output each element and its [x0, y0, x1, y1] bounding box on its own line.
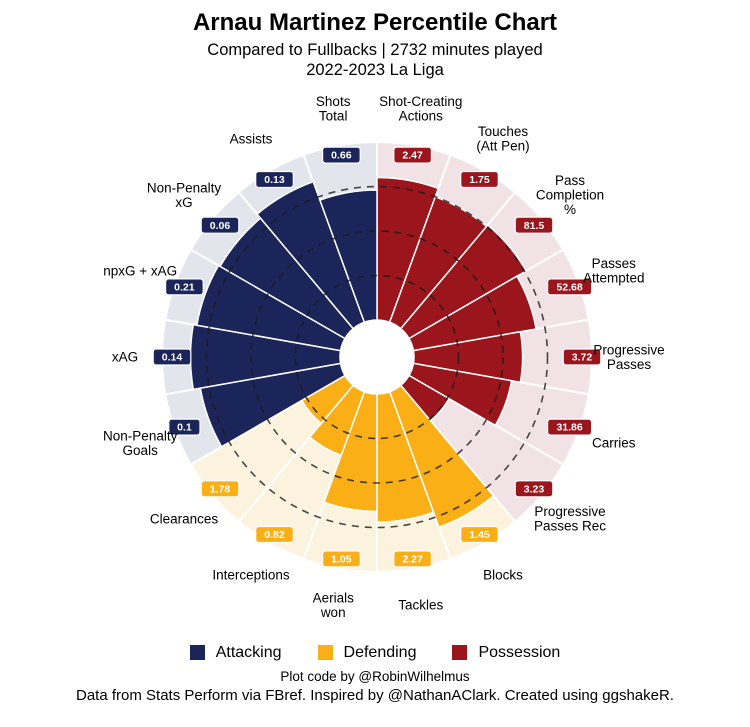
stat-label: npxG + xAG	[103, 263, 177, 278]
stat-label: Interceptions	[212, 568, 290, 583]
chart-legend: Attacking Defending Possession	[0, 644, 750, 662]
stat-value-text: 0.21	[174, 281, 195, 293]
legend-item-attacking: Attacking	[189, 643, 282, 662]
legend-item-defending: Defending	[317, 643, 417, 662]
stat-value-text: 81.5	[524, 220, 545, 232]
stat-value-text: 0.1	[177, 422, 192, 434]
percentile-ring	[205, 185, 549, 529]
stat-value-text: 52.68	[556, 281, 582, 293]
pizza-wedge	[256, 180, 366, 330]
pizza-wedge	[408, 275, 538, 352]
legend-label-attacking: Attacking	[215, 643, 282, 661]
stat-label: Carries	[592, 436, 636, 451]
attacking-swatch-icon	[189, 645, 205, 661]
stat-label: Non-Penalty xG	[147, 180, 222, 210]
stat-value-badge	[546, 418, 593, 436]
pizza-wedge	[195, 264, 346, 352]
stat-value-badge	[168, 418, 201, 436]
stat-value-badge	[322, 146, 361, 164]
legend-label-defending: Defending	[343, 643, 417, 661]
stat-value-badge	[460, 170, 499, 188]
stat-value-badge	[393, 550, 432, 568]
pizza-wedge	[399, 223, 528, 340]
stat-value-text: 3.72	[572, 351, 593, 363]
stat-label: Progressive Passes Rec	[534, 504, 606, 534]
stat-label: Assists	[230, 131, 273, 146]
stat-label: xAG	[112, 349, 138, 364]
stat-label: Tackles	[398, 598, 443, 613]
stat-value-text: 1.78	[210, 483, 231, 495]
legend-label-possession: Possession	[478, 643, 561, 661]
pizza-wedge	[376, 176, 440, 324]
chart-subtitle: Compared to Fullbacks | 2732 minutes pla…	[207, 40, 543, 59]
stat-value-text: 0.66	[331, 150, 352, 162]
page-title: Arnau Martinez Percentile Chart	[192, 9, 558, 36]
stat-label: Clearances	[150, 511, 219, 526]
stat-value-text: 2.27	[402, 553, 423, 565]
stat-label: Non-Penalty Goals	[103, 428, 178, 458]
value-badges: 2.47 1.75 81.5 52.68 3.72 31.86 3.23 1.45 2.27 1.…	[152, 146, 602, 568]
stat-value-badge	[514, 480, 554, 498]
stat-value-text: 0.13	[264, 174, 285, 186]
percentile-rings	[205, 185, 549, 529]
stat-value-badge	[460, 525, 499, 543]
chart-subtitle-season: 2022-2023 La Liga	[306, 60, 444, 79]
stat-label: Passes Attempted	[583, 256, 645, 286]
chart-footer: Plot code by @RobinWilhelmus Data from S…	[0, 669, 750, 704]
stat-value-text: 1.45	[469, 529, 490, 541]
chart-header: Arnau Martinez Percentile Chart Compared…	[0, 0, 750, 80]
stat-label: Touches (Att Pen)	[476, 124, 529, 154]
stat-value-text: 3.23	[524, 483, 545, 495]
percentile-wedges	[189, 176, 538, 529]
pizza-wedge	[376, 390, 435, 523]
stat-value-badge	[165, 278, 204, 296]
stat-value-badge	[255, 170, 294, 188]
stat-label: Shots Total	[316, 94, 351, 124]
defending-swatch-icon	[317, 645, 333, 661]
credit-data-source: Data from Stats Perform via FBref. Inspi…	[76, 686, 674, 704]
stat-label: Pass Completion%	[536, 173, 604, 217]
stat-label: Aerials won	[313, 590, 355, 620]
stat-value-text: 0.06	[210, 220, 231, 232]
pizza-wedge	[412, 330, 524, 383]
pizza-wedge	[318, 189, 378, 324]
legend-item-possession: Possession	[452, 644, 560, 662]
stat-label: Blocks	[483, 568, 523, 583]
percentile-ring	[294, 274, 460, 440]
stat-value-badge	[200, 480, 240, 498]
pizza-wedge	[408, 362, 513, 427]
stat-value-text: 0.82	[264, 529, 285, 541]
stat-value-text: 1.75	[469, 174, 490, 186]
stat-value-badge	[255, 525, 294, 543]
stat-label: Shot-Creating Actions	[379, 94, 462, 124]
stat-value-badge	[562, 348, 602, 366]
stat-value-badge	[322, 550, 361, 568]
pizza-wedge	[189, 323, 342, 391]
stat-label: Progressive Passes	[593, 342, 664, 372]
stat-value-text: 1.05	[331, 553, 352, 565]
stat-value-badge	[200, 216, 240, 234]
percentile-ring	[250, 230, 504, 484]
stat-value-badge	[514, 216, 554, 234]
percentile-pizza-chart: 2.47 1.75 81.5 52.68 3.72 31.86 3.23 1.45 2.27 1.…	[103, 94, 665, 620]
credit-plot-code: Plot code by @RobinWilhelmus	[280, 668, 470, 684]
stat-value-badge	[152, 348, 192, 366]
stat-value-text: 0.14	[162, 351, 183, 363]
possession-swatch-icon	[452, 645, 468, 661]
stat-value-text: 2.47	[402, 150, 423, 162]
stat-value-badge	[546, 278, 593, 296]
pizza-wedge	[388, 384, 495, 529]
stat-value-text: 31.86	[556, 422, 582, 434]
stat-value-badge	[393, 146, 432, 164]
